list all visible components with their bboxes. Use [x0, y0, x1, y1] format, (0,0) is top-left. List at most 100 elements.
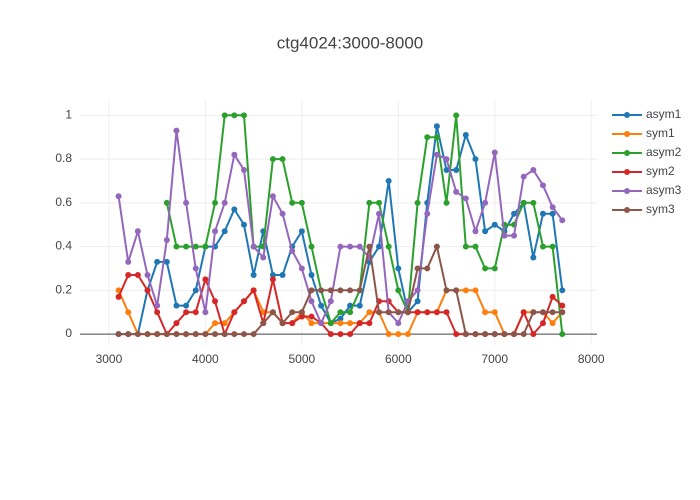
data-point	[260, 254, 267, 261]
data-point	[491, 221, 498, 228]
data-point	[240, 331, 247, 338]
data-point	[231, 206, 238, 213]
data-point	[231, 309, 238, 316]
data-point	[385, 309, 392, 316]
data-point	[298, 199, 305, 206]
legend-label[interactable]: sym1	[646, 126, 675, 140]
legend-marker	[624, 169, 630, 175]
data-point	[327, 331, 334, 338]
data-point	[520, 309, 527, 316]
data-point	[482, 331, 489, 338]
data-point	[173, 320, 180, 327]
data-point	[539, 210, 546, 217]
data-point	[337, 320, 344, 327]
data-point	[212, 298, 219, 305]
data-point	[395, 287, 402, 294]
data-point	[173, 127, 180, 134]
data-point	[433, 309, 440, 316]
legend-label[interactable]: sym2	[646, 164, 675, 178]
legend-label[interactable]: sym3	[646, 202, 675, 216]
data-point	[318, 287, 325, 294]
data-point	[115, 331, 122, 338]
data-point	[385, 177, 392, 184]
data-point	[491, 331, 498, 338]
legend-label[interactable]: asym2	[646, 145, 682, 159]
data-point	[347, 309, 354, 316]
data-point	[453, 331, 460, 338]
data-point	[443, 287, 450, 294]
legend-marker	[624, 150, 630, 156]
data-point	[530, 309, 537, 316]
data-point	[433, 134, 440, 141]
data-point	[501, 331, 508, 338]
data-point	[298, 265, 305, 272]
data-point	[539, 243, 546, 250]
data-point	[212, 228, 219, 235]
data-point	[395, 331, 402, 338]
y-tick-label: 0.6	[55, 195, 72, 209]
data-point	[154, 331, 161, 338]
data-point	[395, 320, 402, 327]
data-point	[482, 265, 489, 272]
data-point	[163, 331, 170, 338]
data-point	[327, 320, 334, 327]
data-point	[347, 243, 354, 250]
data-point	[125, 309, 132, 316]
data-point	[221, 112, 228, 119]
data-point	[308, 272, 315, 278]
data-point	[279, 320, 286, 327]
data-point	[482, 228, 489, 235]
data-point	[424, 134, 431, 141]
data-point	[549, 204, 556, 211]
data-point	[395, 265, 402, 272]
data-point	[231, 112, 238, 119]
legend-label[interactable]: asym1	[646, 107, 682, 121]
data-point	[491, 309, 498, 316]
data-point	[183, 331, 190, 338]
data-point	[549, 293, 556, 300]
data-point	[202, 243, 209, 250]
data-point	[115, 293, 122, 300]
data-point	[559, 331, 566, 338]
data-point	[221, 320, 228, 327]
data-point	[183, 243, 190, 250]
data-point	[433, 243, 440, 250]
data-point	[501, 232, 508, 239]
legend[interactable]: asym1 sym1 asym2 sym2 asym3 sym3	[612, 107, 682, 216]
data-point	[443, 199, 450, 206]
x-tick-label: 7000	[481, 352, 508, 366]
data-point	[308, 320, 315, 327]
data-point	[366, 243, 373, 250]
data-point	[453, 167, 460, 173]
data-point	[269, 276, 276, 283]
data-point	[395, 309, 402, 316]
data-point	[221, 331, 228, 338]
data-point	[240, 112, 247, 119]
data-point	[347, 320, 354, 327]
data-point	[539, 182, 546, 189]
data-point	[192, 287, 199, 294]
data-point	[443, 156, 450, 163]
data-point	[347, 331, 354, 338]
data-point	[549, 243, 556, 250]
data-point	[163, 258, 170, 265]
data-point	[559, 287, 566, 294]
data-point	[366, 320, 373, 327]
data-point	[327, 287, 334, 294]
data-point	[472, 228, 479, 235]
legend-label[interactable]: asym3	[646, 183, 682, 197]
data-point	[453, 188, 460, 195]
data-point	[482, 309, 489, 316]
data-point	[404, 331, 411, 338]
data-point	[530, 199, 537, 206]
data-point	[491, 265, 498, 272]
data-point	[549, 309, 556, 316]
data-point	[462, 287, 469, 294]
y-tick-label: 1	[65, 107, 72, 121]
y-tick-label: 0.4	[55, 239, 72, 253]
data-point	[559, 309, 566, 316]
data-point	[511, 331, 518, 338]
data-point	[337, 287, 344, 294]
data-point	[472, 331, 479, 338]
data-point	[318, 302, 325, 309]
